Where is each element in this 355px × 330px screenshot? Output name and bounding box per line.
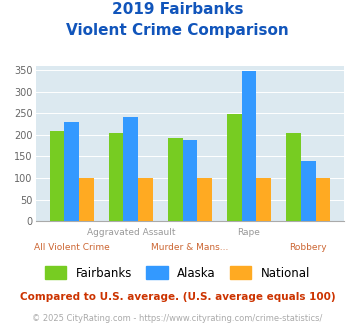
- Bar: [50, 131, 64, 221]
- Text: Violent Crime Comparison: Violent Crime Comparison: [66, 23, 289, 38]
- Text: Robbery: Robbery: [289, 243, 327, 251]
- Bar: [64, 122, 79, 221]
- Text: Rape: Rape: [237, 228, 261, 237]
- Bar: [138, 178, 153, 221]
- Bar: [124, 117, 138, 221]
- Bar: [182, 140, 197, 221]
- Bar: [301, 161, 316, 221]
- Bar: [256, 178, 271, 221]
- Text: Compared to U.S. average. (U.S. average equals 100): Compared to U.S. average. (U.S. average …: [20, 292, 335, 302]
- Text: Aggravated Assault: Aggravated Assault: [87, 228, 175, 237]
- Text: 2019 Fairbanks: 2019 Fairbanks: [112, 2, 243, 16]
- Bar: [242, 71, 256, 221]
- Bar: [227, 114, 242, 221]
- Bar: [79, 178, 94, 221]
- Bar: [109, 133, 124, 221]
- Text: All Violent Crime: All Violent Crime: [34, 243, 110, 251]
- Text: © 2025 CityRating.com - https://www.cityrating.com/crime-statistics/: © 2025 CityRating.com - https://www.city…: [32, 314, 323, 323]
- Bar: [168, 138, 182, 221]
- Bar: [197, 178, 212, 221]
- Legend: Fairbanks, Alaska, National: Fairbanks, Alaska, National: [40, 262, 315, 284]
- Text: Murder & Mans...: Murder & Mans...: [151, 243, 229, 251]
- Bar: [316, 178, 330, 221]
- Bar: [286, 133, 301, 221]
